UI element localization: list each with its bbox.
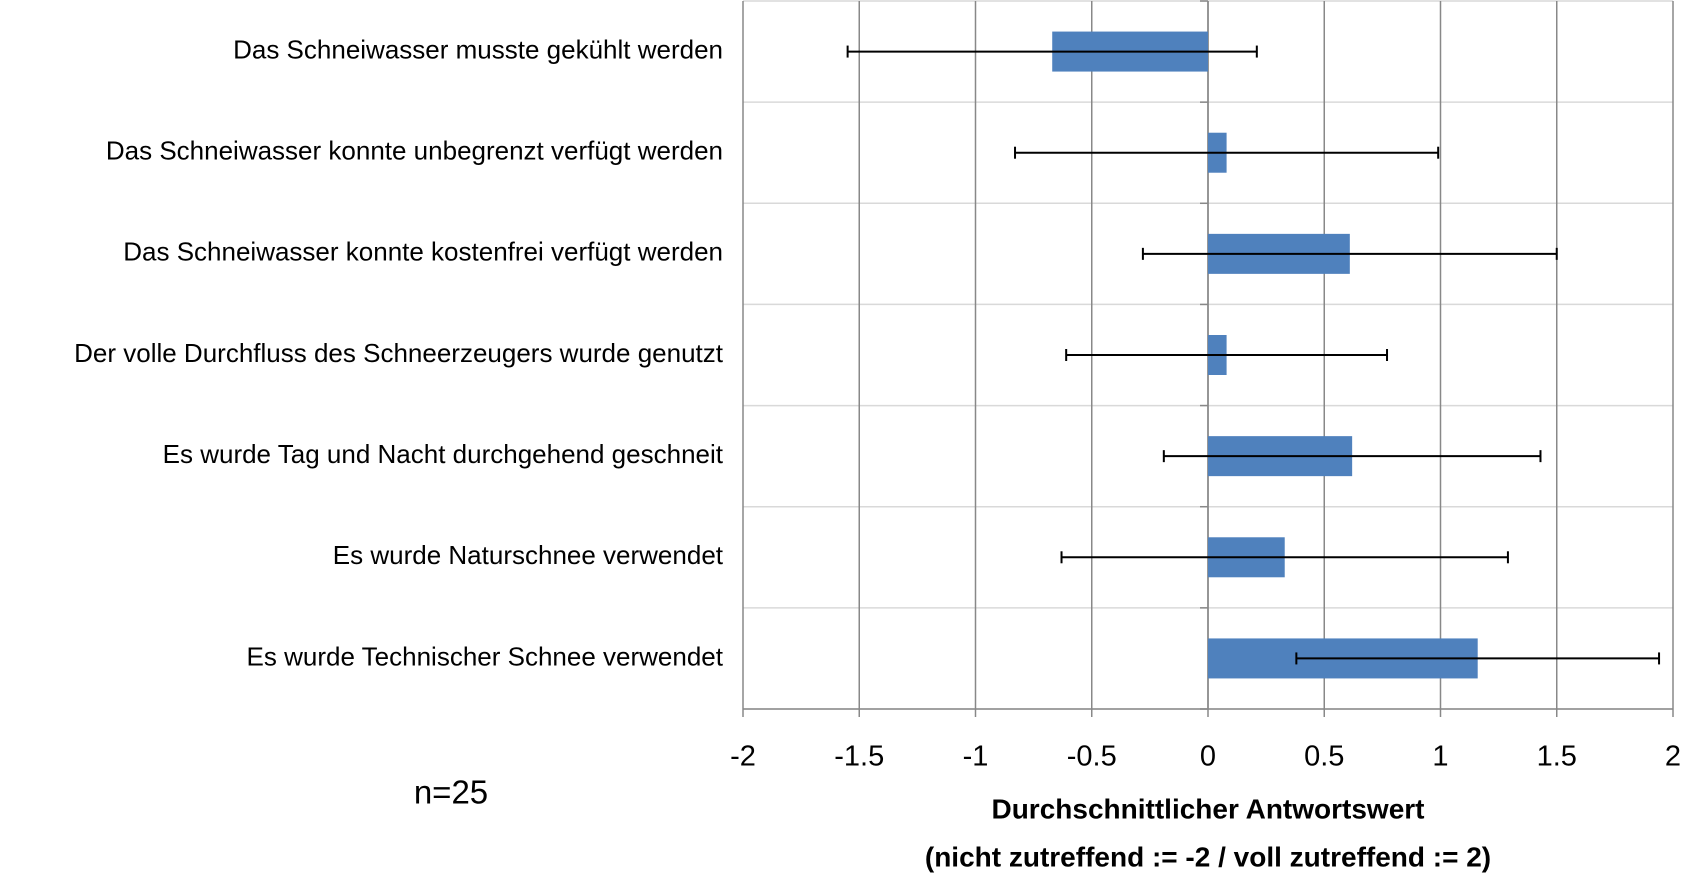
x-tick-label: -2: [730, 741, 756, 773]
x-tick-label: -1.5: [834, 741, 884, 773]
y-tick-label: Es wurde Technischer Schnee verwendet: [247, 641, 724, 671]
y-tick-label: Das Schneiwasser konnte unbegrenzt verfü…: [106, 136, 723, 166]
error-bar: [1060, 551, 1509, 564]
x-tick-label: 0: [1200, 741, 1216, 773]
error-bar: [846, 45, 1258, 58]
x-axis-title: (nicht zutreffend := -2 / voll zutreffen…: [925, 841, 1491, 872]
error-bar: [1065, 349, 1389, 361]
y-tick-label: Es wurde Tag und Nacht durchgehend gesch…: [163, 439, 724, 469]
error-bar: [1295, 652, 1661, 665]
y-tick-label: Es wurde Naturschnee verwendet: [333, 540, 724, 570]
y-tick-label: Der volle Durchfluss des Schneerzeugers …: [74, 338, 724, 368]
error-bar: [1141, 247, 1558, 260]
annotation: n=25: [414, 774, 488, 811]
y-tick-label: Das Schneiwasser musste gekühlt werden: [233, 34, 723, 64]
x-tick-label: 1.5: [1537, 741, 1577, 773]
error-bar: [1014, 146, 1440, 159]
error-bar: [1162, 450, 1542, 463]
x-tick-label: -0.5: [1067, 741, 1117, 773]
x-tick-label: 0.5: [1304, 741, 1344, 773]
x-axis-title: Durchschnittlicher Antwortswert: [991, 793, 1424, 824]
x-tick-label: 2: [1665, 741, 1681, 773]
x-tick-label: 1: [1432, 741, 1448, 773]
x-tick-label: -1: [963, 741, 989, 773]
y-tick-label: Das Schneiwasser konnte kostenfrei verfü…: [123, 237, 723, 267]
